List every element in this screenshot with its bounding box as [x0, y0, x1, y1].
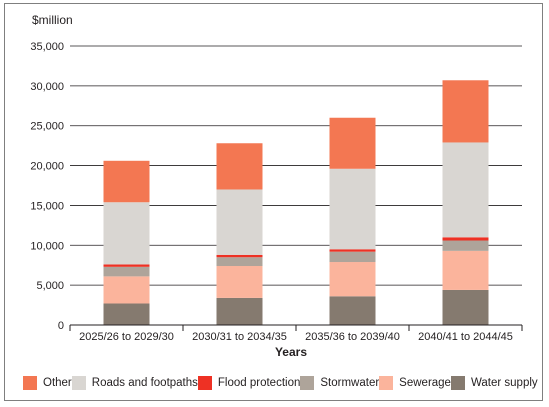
bar-segment-water-supply [442, 289, 489, 325]
y-tick-label: 25,000 [30, 121, 64, 133]
legend-item-roads-and-footpaths: Roads and footpaths [71, 376, 198, 390]
legend-swatch [379, 376, 394, 390]
x-tick-labels: 2025/26 to 2029/30 2030/31 to 2034/35 2035… [79, 331, 513, 343]
bar-segment-roads-and-footpaths [103, 202, 150, 265]
bar-segment-roads-and-footpaths [329, 168, 376, 250]
bar-segment-flood-protection [329, 249, 376, 252]
bar-segment-other [216, 143, 263, 190]
legend-label: Other [43, 377, 72, 389]
bar-segment-other [442, 80, 489, 143]
bar-segment-sewerage [216, 266, 263, 298]
legend-item-water-supply: Water supply [450, 376, 538, 390]
legend-label: Roads and footpaths [91, 377, 198, 389]
bar-segment-sewerage [442, 250, 489, 290]
legend: Other Roads and footpaths Flood protection… [5, 372, 544, 394]
x-axis [69, 324, 523, 331]
x-axis-title: Years [275, 345, 307, 359]
bar-segment-stormwater [442, 240, 489, 251]
legend-swatch [300, 376, 315, 390]
legend-swatch [197, 376, 212, 390]
legend-label: Water supply [470, 377, 538, 389]
bar-segment-flood-protection [216, 254, 263, 258]
legend-item-other: Other [23, 376, 72, 390]
bar-segment-stormwater [216, 257, 263, 267]
bars [103, 80, 489, 325]
y-tick-label: 0 [58, 320, 64, 332]
x-tick-label: 2025/26 to 2029/30 [79, 331, 174, 343]
bar-segment-sewerage [329, 262, 376, 297]
legend-item-stormwater: Stormwater [300, 376, 379, 390]
bar-segment-roads-and-footpaths [216, 189, 263, 255]
y-tick-label: 20,000 [30, 161, 64, 173]
y-tick-label: 5,000 [36, 280, 64, 292]
bar-segment-other [329, 117, 376, 169]
legend-swatch [23, 376, 37, 390]
bar-segment-water-supply [103, 303, 150, 325]
y-tick-label: 10,000 [30, 240, 64, 252]
y-tick-label: 30,000 [30, 81, 64, 93]
bar-segment-flood-protection [103, 264, 150, 267]
legend-swatch [71, 376, 86, 390]
chart-frame: $million 0 5,000 10,000 15,000 20,000 25,000 3… [4, 3, 543, 401]
legend-label: Flood protection [217, 377, 301, 389]
legend-item-flood-protection: Flood protection [197, 376, 301, 390]
y-tick-labels: 0 5,000 10,000 15,000 20,000 25,000 30,000 35,0… [30, 41, 64, 332]
legend-swatch [450, 376, 465, 390]
legend-item-sewerage: Sewerage [379, 376, 451, 390]
bar-segment-sewerage [103, 276, 150, 304]
stacked-bar-chart: $million 0 5,000 10,000 15,000 20,000 25,000 3… [30, 13, 523, 359]
legend-label: Sewerage [399, 377, 451, 389]
bar-segment-other [103, 160, 150, 203]
bar-segment-flood-protection [442, 237, 489, 241]
x-tick-label: 2035/36 to 2039/40 [305, 331, 400, 343]
y-axis-title: $million [32, 13, 73, 27]
x-tick-label: 2030/31 to 2034/35 [192, 331, 287, 343]
bar-segment-stormwater [329, 251, 376, 263]
bar-segment-water-supply [329, 296, 376, 325]
y-tick-label: 15,000 [30, 200, 64, 212]
y-tick-label: 35,000 [30, 41, 64, 53]
bar-segment-water-supply [216, 297, 263, 325]
x-tick-label: 2040/41 to 2044/45 [418, 331, 513, 343]
bar-segment-stormwater [103, 266, 150, 277]
legend-label: Stormwater [320, 377, 380, 389]
bar-segment-roads-and-footpaths [442, 142, 489, 238]
